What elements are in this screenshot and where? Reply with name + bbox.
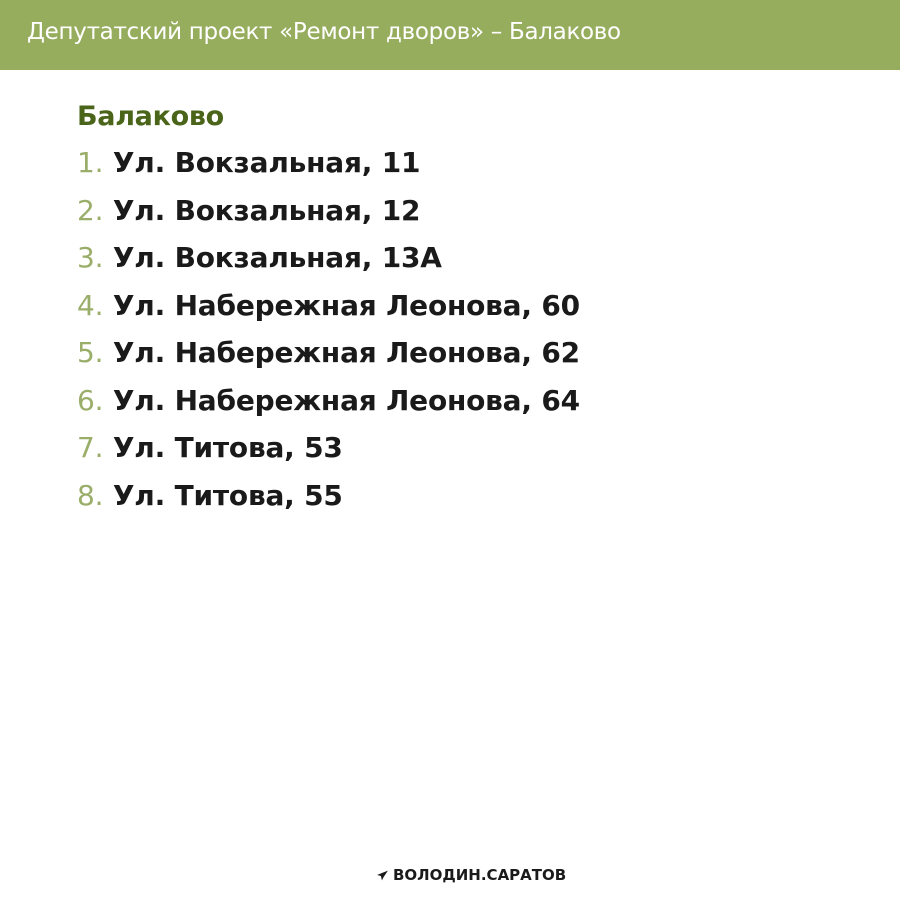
footer-label: ВОЛОДИН.САРАТОВ — [393, 866, 567, 884]
item-number: 8. — [77, 478, 104, 512]
item-number: 5. — [77, 336, 104, 369]
address-list: 1. Ул. Вокзальная, 11 2. Ул. Вокзальная,… — [77, 146, 580, 526]
header-bar: Депутатский проект «Ремонт дворов» – Бал… — [0, 0, 900, 70]
item-address: Ул. Набережная Леонова, 62 — [112, 336, 580, 369]
footer-brand: ВОЛОДИН.САРАТОВ — [376, 866, 566, 884]
list-item: 4. Ул. Набережная Леонова, 60 — [77, 289, 580, 337]
telegram-icon — [377, 870, 388, 880]
item-number: 3. — [77, 241, 104, 274]
item-number: 1. — [77, 146, 104, 179]
item-address: Ул. Титова, 55 — [112, 478, 343, 512]
item-address: Ул. Титова, 53 — [112, 431, 343, 464]
header-title: Депутатский проект «Ремонт дворов» – Бал… — [27, 19, 621, 45]
list-item: 2. Ул. Вокзальная, 12 — [77, 194, 580, 242]
item-number: 6. — [77, 383, 104, 417]
item-address: Ул. Вокзальная, 12 — [112, 193, 421, 227]
item-address: Ул. Вокзальная, 13А — [112, 241, 442, 274]
list-item: 1. Ул. Вокзальная, 11 — [77, 146, 580, 194]
item-address: Ул. Вокзальная, 11 — [112, 146, 421, 179]
city-heading: Балаково — [77, 101, 224, 132]
list-item: 8. Ул. Титова, 55 — [77, 479, 580, 527]
list-item: 5. Ул. Набережная Леонова, 62 — [77, 336, 580, 384]
item-address: Ул. Набережная Леонова, 64 — [112, 383, 580, 417]
list-item: 7. Ул. Титова, 53 — [77, 431, 580, 479]
item-address: Ул. Набережная Леонова, 60 — [112, 288, 580, 322]
list-item: 6. Ул. Набережная Леонова, 64 — [77, 384, 580, 432]
item-number: 2. — [77, 193, 104, 227]
item-number: 7. — [77, 431, 104, 464]
list-item: 3. Ул. Вокзальная, 13А — [77, 241, 580, 289]
item-number: 4. — [77, 288, 104, 322]
